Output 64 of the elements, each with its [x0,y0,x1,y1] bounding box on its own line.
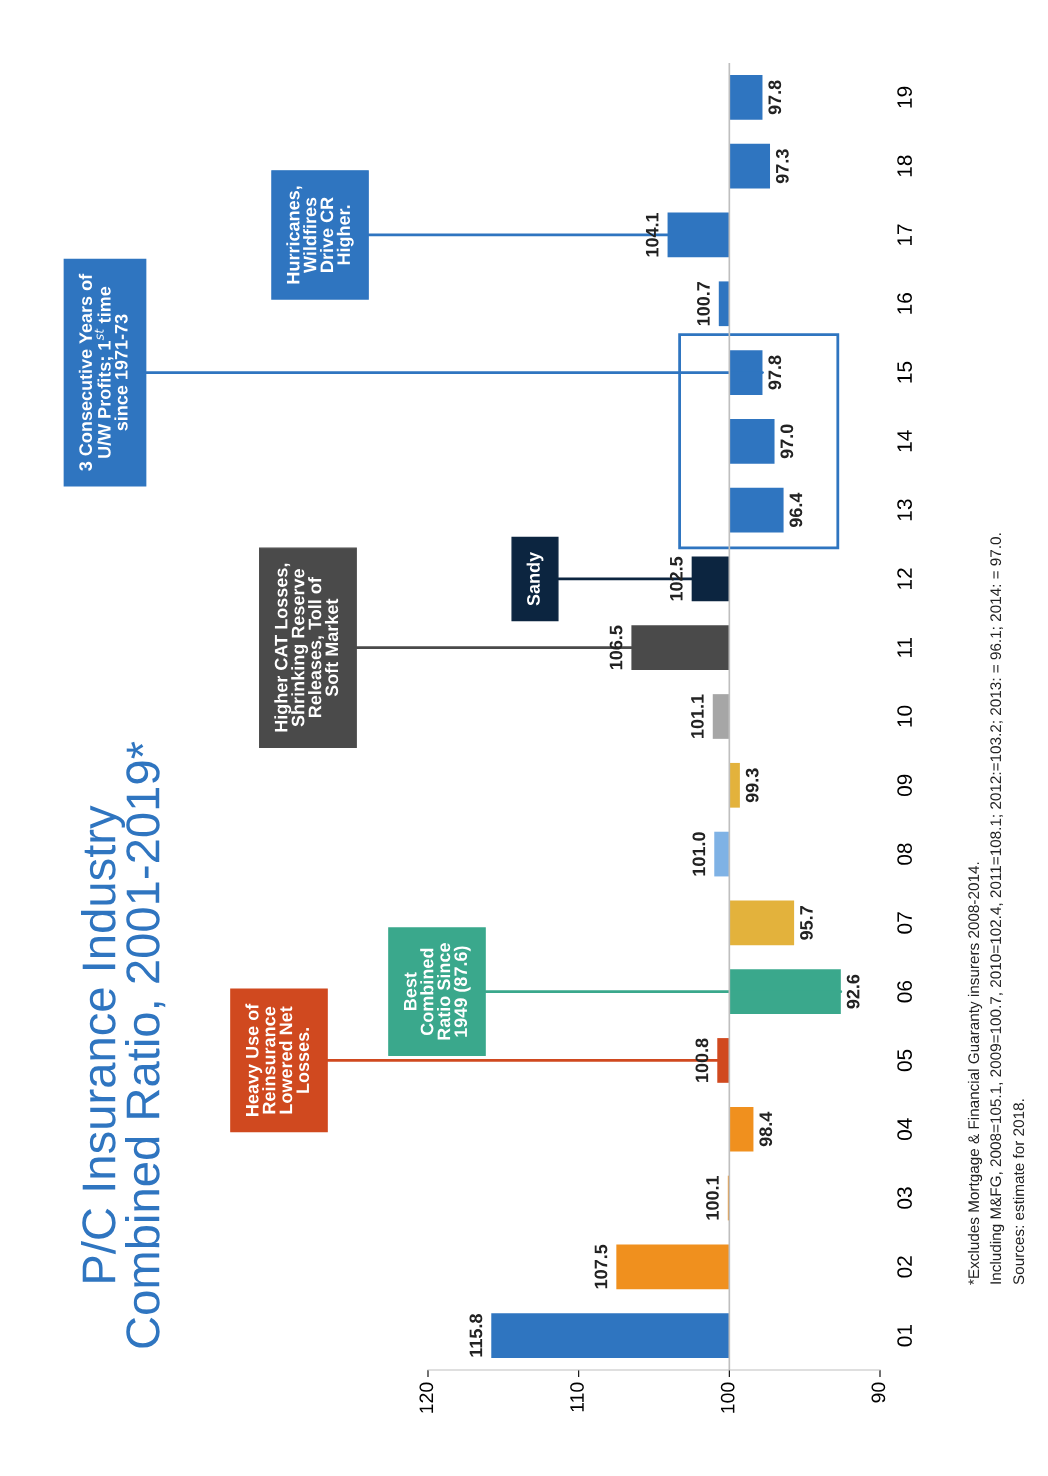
data-label: 97.0 [780,424,794,459]
bar [729,75,763,120]
data-label: 115.8 [469,1314,483,1357]
y-tick-label: 08 [897,843,912,865]
data-label: 92.6 [846,974,860,1009]
y-tick-label: 14 [897,430,912,452]
annotation: Best Combined Ratio Since 1949 (87.6) [404,943,471,1040]
annotation: Heavy Use of Reinsurance Lowered Net Losses. [245,1003,310,1116]
text: P/C Insurance Industry Combined Ratio, 2001-2019* [80,741,166,1348]
bar [729,900,795,946]
annotation: 3 Consecutive Years of U/W Profits; 1$^{st}$ time since 1971-73 [78,273,128,471]
x-tick-label: 100 [720,1382,735,1413]
y-tick-label: 13 [897,499,912,521]
y-tick-label: 04 [897,1118,912,1141]
annotation: Higher CAT Losses, Shrinking Reserve Releases, Toll of Soft Market [274,563,339,732]
bar [616,1244,730,1290]
bar [729,143,771,189]
data-label: 100.7 [697,281,710,326]
data-label: 97.3 [775,149,789,184]
y-tick-label: 11 [897,637,912,657]
data-label: 95.7 [800,906,813,940]
bar [718,281,730,327]
data-label: 100.8 [695,1038,709,1082]
data-label: 101.1 [690,694,704,738]
y-tick-label: 17 [897,224,912,245]
annotation: Sandy [526,551,544,606]
y-tick-label: 07 [897,912,912,934]
bar [714,831,730,877]
y-tick-label: 12 [897,568,912,589]
bar [729,1106,754,1152]
y-tick-label: 10 [897,705,912,727]
text: *Excludes Mortgage & Financial Guaranty insurers 2008-2014. [967,862,983,1285]
data-label: 107.5 [594,1244,608,1289]
data-label: 101.0 [692,832,706,876]
data-label: 102.5 [669,556,683,601]
text: Including M&FG, 2008=105.1, 2009=100.7, 2010=102.4, 2011=108.1; 2012:=103.2; 2013: = 96.1; 2014: = 97.0. [989,533,1005,1284]
x-tick-label: 120 [419,1382,434,1413]
y-tick-label: 19 [897,86,912,108]
data-label: 99.3 [745,768,759,803]
source-note: Sources: estimate for 2018. [1012,1099,1025,1285]
data-label: 104.1 [645,212,659,257]
y-tick-label: 06 [897,980,912,1003]
x-tick-label: 110 [570,1382,584,1412]
y-tick-label: 03 [897,1187,912,1209]
y-tick-label: 16 [897,293,912,314]
y-tick-label: 02 [897,1256,912,1278]
data-label: 97.8 [768,355,782,390]
annotation: Hurricanes, Wildfires Drive CR Higher. [286,186,354,284]
y-tick-label: 18 [897,155,912,177]
bar [712,694,730,739]
data-label: 98.4 [759,1111,773,1147]
data-label: 106.5 [609,625,623,670]
data-label: 100.1 [706,1175,719,1220]
y-tick-label: 15 [897,361,912,383]
data-label: 96.4 [789,492,803,528]
bar [729,762,740,808]
x-tick-label: 90 [871,1382,886,1403]
y-tick-label: 09 [897,774,912,797]
bar [729,418,775,464]
y-tick-label: 05 [897,1049,912,1072]
y-tick-label: 01 [897,1325,912,1347]
data-label: 97.8 [768,80,782,115]
bar [491,1313,730,1358]
bar [729,487,784,533]
